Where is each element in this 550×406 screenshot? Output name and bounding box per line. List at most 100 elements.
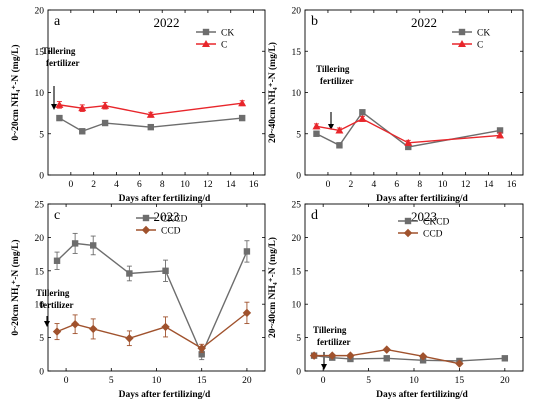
data-point (147, 123, 154, 131)
x-axis-label: Days after fertilizing/d (376, 390, 468, 400)
y-axis-label: 20~40cm NH₄⁺-N (mg/L) (267, 237, 278, 338)
series-CK (56, 114, 246, 135)
data-point (79, 128, 86, 135)
x-tick-label: 4 (114, 180, 119, 190)
data-point (70, 320, 80, 329)
x-tick-label: 5 (366, 376, 371, 386)
x-tick-label: 0 (326, 180, 331, 190)
annotation-text: Tillering (313, 325, 347, 335)
data-point (501, 355, 509, 362)
legend-entry: CKCD (398, 218, 450, 228)
y-tick-label: 0 (296, 172, 301, 182)
x-tick-label: 20 (242, 376, 252, 386)
legend-label: CK (477, 29, 490, 39)
panel-letter: c (54, 208, 60, 223)
y-tick-label: 0 (296, 368, 301, 378)
arrow-head (44, 321, 50, 327)
data-point (162, 267, 169, 274)
y-tick-label: 25 (292, 201, 302, 211)
y-tick-label: 10 (35, 301, 45, 311)
x-tick-label: 0 (68, 180, 73, 190)
data-point (238, 114, 246, 122)
data-point (146, 110, 155, 118)
annotation-text: Tillering (36, 288, 70, 298)
data-point (89, 324, 98, 334)
legend-label: CKCD (161, 215, 188, 225)
x-tick-label: 12 (203, 180, 213, 190)
x-tick-label: 10 (152, 376, 162, 386)
legend-marker (458, 40, 466, 47)
x-tick-label: 16 (249, 180, 259, 190)
legend-entry: CK (196, 29, 234, 39)
legend-marker (403, 228, 413, 238)
data-point (404, 138, 413, 146)
x-tick-label: 15 (455, 376, 465, 386)
legend-label: C (221, 41, 227, 51)
series-CCD (309, 345, 464, 368)
y-tick-label: 5 (39, 130, 44, 140)
series-CKCD (53, 232, 251, 361)
x-tick-label: 20 (500, 376, 510, 386)
data-point (418, 352, 428, 361)
plot-frame (47, 203, 266, 372)
data-point (496, 131, 505, 139)
legend-marker (141, 225, 151, 235)
x-tick-label: 10 (409, 376, 419, 386)
y-tick-label: 15 (35, 267, 45, 277)
panel-c: 0 5 10 15 20 25 0 5 10 15 20 Days after fertilizing… (10, 201, 266, 400)
data-point (71, 240, 79, 247)
series-line (314, 354, 505, 362)
legend-label: C (477, 41, 483, 51)
data-point (312, 122, 321, 130)
y-tick-label: 5 (296, 334, 301, 344)
y-tick-label: 20 (35, 7, 45, 17)
y-tick-label: 20 (292, 7, 302, 17)
data-point (335, 126, 344, 134)
panel-title: 2023 (154, 209, 180, 224)
data-point (90, 242, 97, 249)
data-point (53, 257, 61, 264)
data-point (125, 334, 134, 343)
legend-label: CCD (423, 230, 443, 240)
annotation-text: fertilizer (40, 300, 73, 310)
panel-letter: d (311, 208, 318, 223)
legend-label: CK (221, 29, 234, 39)
data-point (101, 119, 109, 127)
y-tick-label: 0 (39, 172, 44, 182)
plot-frame (304, 9, 524, 176)
panel-title: 2022 (154, 15, 180, 30)
data-point (346, 351, 355, 360)
legend-label: CKCD (423, 218, 450, 228)
legend-label: CCD (161, 227, 181, 237)
annotation-text: Tillering (316, 64, 350, 74)
data-point (309, 351, 319, 360)
x-tick-label: 5 (109, 376, 114, 386)
series-line (56, 242, 248, 357)
annotation-text: fertilizer (320, 76, 353, 86)
data-point (313, 130, 320, 137)
annotation-text: fertilizer (46, 58, 79, 68)
data-point (455, 359, 464, 368)
arrow-head (328, 124, 334, 130)
y-tick-label: 5 (296, 130, 301, 140)
x-tick-label: 16 (507, 180, 517, 190)
data-point (197, 344, 206, 353)
data-point (328, 351, 337, 360)
data-point (496, 127, 504, 134)
data-point (56, 114, 63, 122)
panel-b: 0 5 10 15 20 0 2 4 6 8 10 12 14 16 Days after fertiliz… (267, 7, 524, 204)
data-point (336, 142, 343, 149)
y-tick-label: 10 (292, 89, 302, 99)
x-tick-label: 0 (321, 376, 326, 386)
legend-marker (458, 28, 466, 36)
legend-marker (202, 40, 210, 47)
data-point (55, 100, 64, 108)
y-tick-label: 10 (35, 89, 45, 99)
data-point (359, 109, 366, 116)
data-point (78, 104, 87, 112)
y-tick-label: 20 (35, 234, 45, 244)
x-tick-label: 6 (137, 180, 142, 190)
panel-title: 2023 (411, 209, 437, 224)
data-point (52, 327, 62, 336)
y-tick-label: 10 (292, 301, 302, 311)
